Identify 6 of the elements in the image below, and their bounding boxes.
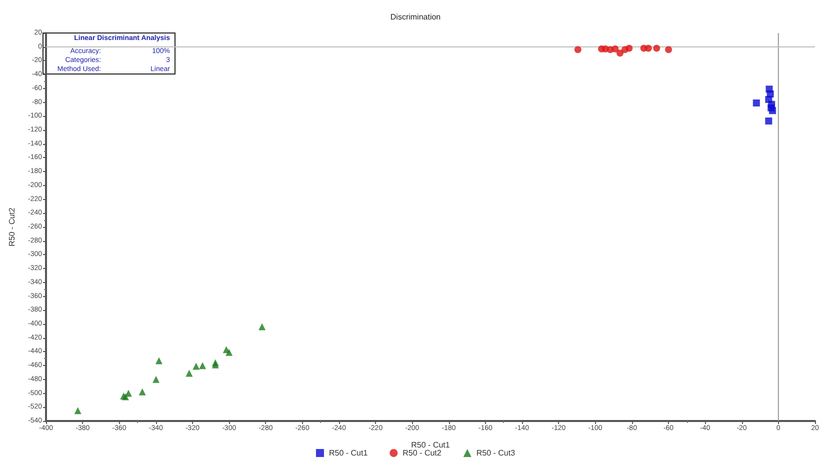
- legend-label: R50 - Cut2: [402, 448, 442, 458]
- chart-title: Discrimination: [390, 12, 441, 22]
- legend-label: R50 - Cut3: [476, 448, 516, 458]
- x-axis-title: R50 - Cut1: [411, 440, 450, 450]
- legend-label: R50 - Cut1: [328, 448, 368, 458]
- y-axis-title: R50 - Cut2: [8, 207, 16, 246]
